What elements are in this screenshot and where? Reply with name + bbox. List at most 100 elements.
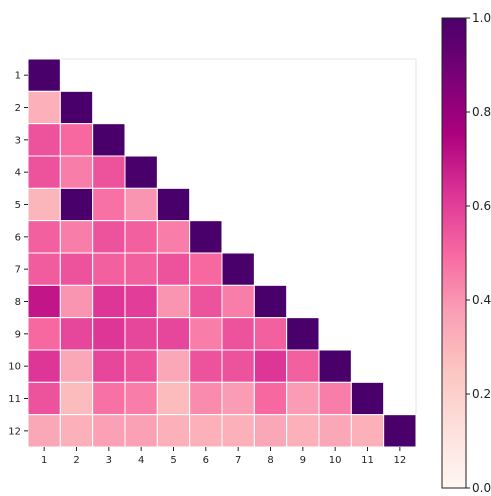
x-tick-label: 1 bbox=[41, 455, 47, 466]
heatmap-cell-r4-c4 bbox=[124, 155, 158, 189]
y-tick-label: 11 bbox=[8, 394, 21, 405]
heatmap-cell-r12-c12 bbox=[383, 414, 417, 448]
colorbar-tick-label: 0.8 bbox=[472, 105, 491, 119]
heatmap-cell-r8-c5 bbox=[156, 284, 191, 319]
colorbar-tick-label: 0.0 bbox=[472, 481, 491, 495]
x-tick-label: 2 bbox=[73, 455, 79, 466]
x-tick-label: 12 bbox=[393, 455, 406, 466]
heatmap-cell-r8-c3 bbox=[92, 284, 126, 319]
x-tick-label: 3 bbox=[106, 455, 112, 466]
heatmap-cell-r12-c4 bbox=[124, 414, 158, 448]
heatmap-cell-r11-c7 bbox=[221, 381, 255, 416]
heatmap-cell-r10-c6 bbox=[189, 349, 223, 383]
colorbar-scale bbox=[441, 17, 467, 489]
y-tick-label: 1 bbox=[15, 71, 21, 82]
heatmap-cell-r11-c3 bbox=[92, 381, 126, 416]
heatmap-cell-r10-c1 bbox=[27, 349, 61, 383]
heatmap-cells bbox=[27, 58, 417, 448]
y-tick-label: 8 bbox=[15, 297, 21, 308]
heatmap-cell-r7-c4 bbox=[124, 252, 158, 286]
heatmap-cell-r10-c8 bbox=[253, 349, 288, 383]
heatmap-cell-r10-c2 bbox=[59, 349, 94, 383]
heatmap-cell-r12-c2 bbox=[59, 414, 94, 448]
heatmap-cell-r7-c2 bbox=[59, 252, 94, 286]
y-tick-label: 7 bbox=[15, 265, 21, 276]
heatmap-cell-r6-c2 bbox=[59, 220, 94, 254]
heatmap-cell-r4-c1 bbox=[27, 155, 61, 189]
colorbar-ticks: 0.0 0.2 0.4 0.6 0.8 1.0 bbox=[466, 11, 491, 495]
heatmap-cell-r7-c7 bbox=[221, 252, 255, 286]
heatmap-cell-r9-c5 bbox=[156, 317, 191, 351]
colorbar-tick-label: 0.2 bbox=[472, 387, 491, 401]
heatmap-cell-r11-c6 bbox=[189, 381, 223, 416]
heatmap-cell-r2-c1 bbox=[27, 90, 61, 125]
heatmap-cell-r8-c2 bbox=[59, 284, 94, 319]
colorbar-tick-label: 1.0 bbox=[472, 11, 491, 25]
heatmap-cell-r2-c2 bbox=[59, 90, 94, 125]
heatmap-cell-r11-c4 bbox=[124, 381, 158, 416]
heatmap-cell-r5-c2 bbox=[59, 187, 94, 222]
heatmap-cell-r8-c7 bbox=[221, 284, 255, 319]
heatmap-cell-r6-c5 bbox=[156, 220, 191, 254]
y-tick-label: 3 bbox=[15, 135, 21, 146]
heatmap-cell-r10-c5 bbox=[156, 349, 191, 383]
heatmap-cell-r11-c10 bbox=[318, 381, 352, 416]
heatmap-cell-r7-c5 bbox=[156, 252, 191, 286]
heatmap-cell-r11-c2 bbox=[59, 381, 94, 416]
y-tick-label: 12 bbox=[8, 426, 21, 437]
heatmap-cell-r10-c10 bbox=[318, 349, 352, 383]
x-tick-label: 6 bbox=[203, 455, 209, 466]
y-tick-label: 2 bbox=[15, 103, 21, 114]
heatmap-cell-r9-c1 bbox=[27, 317, 61, 351]
heatmap-cell-r12-c7 bbox=[221, 414, 255, 448]
heatmap-cell-r9-c4 bbox=[124, 317, 158, 351]
heatmap-cell-r9-c3 bbox=[92, 317, 126, 351]
heatmap-cell-r8-c4 bbox=[124, 284, 158, 319]
heatmap-cell-r6-c4 bbox=[124, 220, 158, 254]
heatmap-cell-r6-c3 bbox=[92, 220, 126, 254]
heatmap-cell-r12-c1 bbox=[27, 414, 61, 448]
heatmap-cell-r12-c5 bbox=[156, 414, 191, 448]
heatmap-cell-r6-c6 bbox=[189, 220, 223, 254]
heatmap-cell-r11-c9 bbox=[286, 381, 320, 416]
heatmap-cell-r12-c8 bbox=[253, 414, 288, 448]
heatmap-cell-r7-c3 bbox=[92, 252, 126, 286]
y-tick-label: 4 bbox=[15, 168, 21, 179]
heatmap-cell-r6-c1 bbox=[27, 220, 61, 254]
heatmap-cell-r12-c10 bbox=[318, 414, 352, 448]
heatmap-cell-r10-c7 bbox=[221, 349, 255, 383]
heatmap-cell-r9-c7 bbox=[221, 317, 255, 351]
heatmap-cell-r1-c1 bbox=[27, 58, 61, 92]
heatmap-cell-r8-c6 bbox=[189, 284, 223, 319]
x-axis: 1 2 3 4 5 6 7 8 9 10 11 12 bbox=[41, 447, 406, 466]
y-tick-label: 9 bbox=[15, 329, 21, 340]
x-tick-label: 5 bbox=[170, 455, 176, 466]
heatmap-cell-r7-c6 bbox=[189, 252, 223, 286]
colorbar: 0.0 0.2 0.4 0.6 0.8 1.0 bbox=[441, 11, 491, 495]
heatmap-cell-r8-c1 bbox=[27, 284, 61, 319]
y-tick-label: 10 bbox=[8, 362, 21, 373]
heatmap-cell-r12-c11 bbox=[350, 414, 385, 448]
heatmap-cell-r9-c8 bbox=[253, 317, 288, 351]
heatmap-cell-r10-c3 bbox=[92, 349, 126, 383]
heatmap-cell-r10-c9 bbox=[286, 349, 320, 383]
x-tick-label: 9 bbox=[300, 455, 306, 466]
heatmap-cell-r5-c4 bbox=[124, 187, 158, 222]
heatmap-cell-r11-c1 bbox=[27, 381, 61, 416]
y-tick-label: 6 bbox=[15, 232, 21, 243]
heatmap-cell-r9-c2 bbox=[59, 317, 94, 351]
colorbar-tick-label: 0.6 bbox=[472, 199, 491, 213]
colorbar-tick-label: 0.4 bbox=[472, 293, 491, 307]
heatmap-cell-r10-c4 bbox=[124, 349, 158, 383]
heatmap-cell-r11-c8 bbox=[253, 381, 288, 416]
heatmap-cell-r9-c9 bbox=[286, 317, 320, 351]
heatmap-cell-r4-c2 bbox=[59, 155, 94, 189]
heatmap-cell-r3-c2 bbox=[59, 123, 94, 157]
heatmap-cell-r12-c6 bbox=[189, 414, 223, 448]
heatmap-cell-r5-c5 bbox=[156, 187, 191, 222]
heatmap-cell-r5-c3 bbox=[92, 187, 126, 222]
heatmap-cell-r11-c11 bbox=[350, 381, 385, 416]
x-tick-label: 11 bbox=[361, 455, 374, 466]
